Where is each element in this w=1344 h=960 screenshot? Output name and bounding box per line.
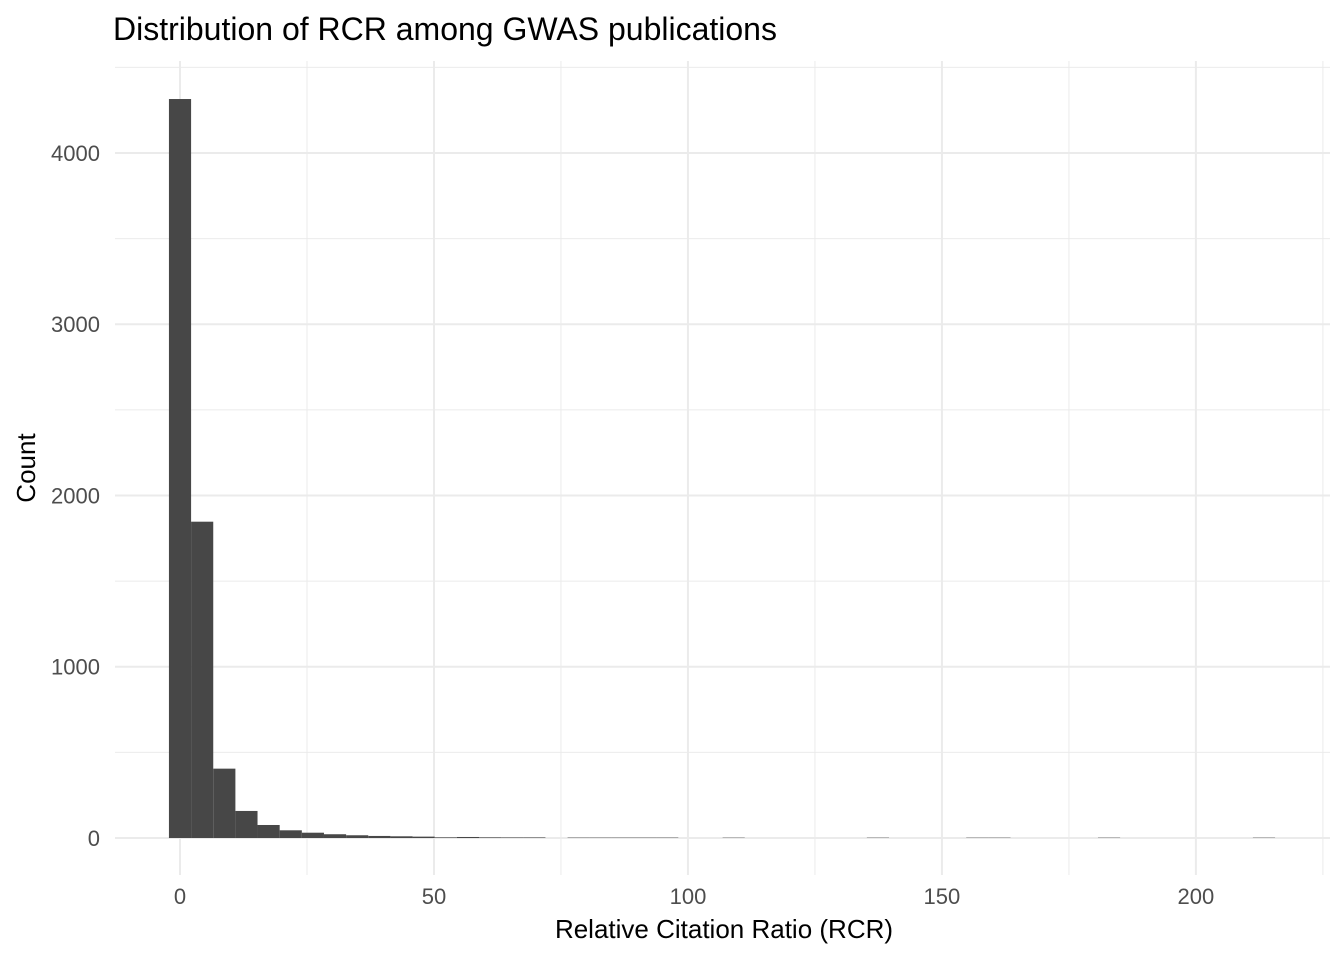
- y-tick-label: 0: [88, 826, 100, 851]
- histogram-bar: [656, 837, 679, 839]
- histogram-bar: [346, 835, 369, 839]
- histogram-bar: [478, 837, 502, 839]
- histogram-bar: [567, 837, 590, 839]
- histogram-bar: [501, 837, 524, 839]
- histogram-bar: [1097, 837, 1121, 839]
- y-tick-label: 1000: [51, 655, 100, 680]
- histogram-bar: [866, 837, 890, 839]
- x-tick-label: 200: [1178, 884, 1215, 909]
- chart-title: Distribution of RCR among GWAS publicati…: [113, 11, 777, 47]
- histogram-bar: [301, 832, 324, 839]
- y-tick-label: 2000: [51, 484, 100, 509]
- histogram-bar: [589, 837, 612, 839]
- gridlines-minor: [115, 61, 1330, 875]
- histogram-bar: [390, 836, 413, 839]
- histogram-bar: [279, 830, 302, 839]
- histogram-bars: [168, 99, 1276, 839]
- histogram-bar: [412, 836, 435, 839]
- histogram-bar: [213, 768, 236, 839]
- y-axis-tick-labels: 0 1000 2000 3000 4000: [51, 141, 100, 851]
- histogram-bar: [168, 99, 192, 839]
- y-tick-label: 3000: [51, 312, 100, 337]
- x-tick-label: 50: [422, 884, 446, 909]
- histogram-bar: [191, 521, 214, 839]
- histogram-bar: [611, 837, 635, 839]
- x-tick-label: 0: [174, 884, 186, 909]
- gridlines-major: [115, 61, 1330, 875]
- histogram-bar: [1252, 837, 1276, 839]
- histogram-bar: [722, 837, 745, 839]
- x-tick-label: 150: [924, 884, 961, 909]
- y-tick-label: 4000: [51, 141, 100, 166]
- histogram-bar: [966, 837, 989, 839]
- x-axis-title: Relative Citation Ratio (RCR): [555, 914, 893, 944]
- histogram-bar: [523, 837, 546, 839]
- x-tick-label: 100: [670, 884, 707, 909]
- x-axis-tick-labels: 0 50 100 150 200: [174, 884, 1214, 909]
- y-axis-title: Count: [11, 433, 41, 503]
- histogram-bar: [434, 837, 457, 839]
- histogram-bar: [368, 835, 391, 839]
- histogram-bar: [323, 834, 347, 839]
- histogram-bar: [634, 837, 657, 839]
- histogram-bar: [456, 836, 479, 839]
- histogram-bar: [988, 837, 1011, 839]
- histogram-bar: [235, 810, 258, 839]
- histogram-bar: [257, 824, 280, 839]
